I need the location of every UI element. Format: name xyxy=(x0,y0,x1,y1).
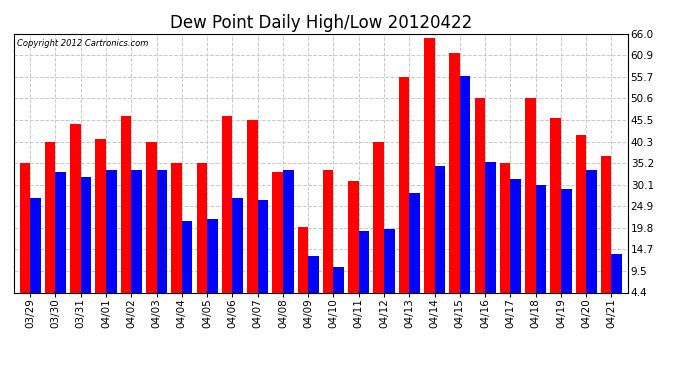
Bar xyxy=(95,139,106,292)
Bar xyxy=(146,142,157,292)
Bar xyxy=(55,172,66,292)
Bar xyxy=(535,185,546,292)
Bar xyxy=(384,229,395,292)
Bar xyxy=(611,254,622,292)
Bar xyxy=(45,142,55,292)
Bar xyxy=(525,99,535,292)
Bar xyxy=(121,116,131,292)
Bar xyxy=(171,163,182,292)
Bar xyxy=(247,120,257,292)
Bar xyxy=(157,170,167,292)
Bar xyxy=(424,38,435,292)
Bar xyxy=(308,256,319,292)
Bar xyxy=(359,231,369,292)
Bar xyxy=(373,142,384,292)
Bar xyxy=(106,170,117,292)
Bar xyxy=(348,181,359,292)
Bar xyxy=(19,163,30,292)
Bar xyxy=(409,194,420,292)
Bar xyxy=(460,76,471,292)
Bar xyxy=(283,170,293,292)
Bar xyxy=(233,198,243,292)
Bar xyxy=(475,99,485,292)
Bar xyxy=(561,189,571,292)
Bar xyxy=(197,163,207,292)
Bar xyxy=(297,227,308,292)
Bar xyxy=(500,163,511,292)
Bar xyxy=(323,170,333,292)
Bar xyxy=(333,267,344,292)
Bar xyxy=(221,116,233,292)
Bar xyxy=(182,220,193,292)
Bar xyxy=(435,166,445,292)
Bar xyxy=(131,170,142,292)
Title: Dew Point Daily High/Low 20120422: Dew Point Daily High/Low 20120422 xyxy=(170,14,472,32)
Bar xyxy=(81,177,91,292)
Bar xyxy=(273,172,283,292)
Bar xyxy=(485,162,495,292)
Bar xyxy=(575,135,586,292)
Text: Copyright 2012 Cartronics.com: Copyright 2012 Cartronics.com xyxy=(17,39,148,48)
Bar xyxy=(601,156,611,292)
Bar xyxy=(399,77,409,292)
Bar xyxy=(586,170,597,292)
Bar xyxy=(70,124,81,292)
Bar xyxy=(30,198,41,292)
Bar xyxy=(551,118,561,292)
Bar xyxy=(449,53,460,292)
Bar xyxy=(207,219,218,292)
Bar xyxy=(257,200,268,292)
Bar xyxy=(511,178,521,292)
